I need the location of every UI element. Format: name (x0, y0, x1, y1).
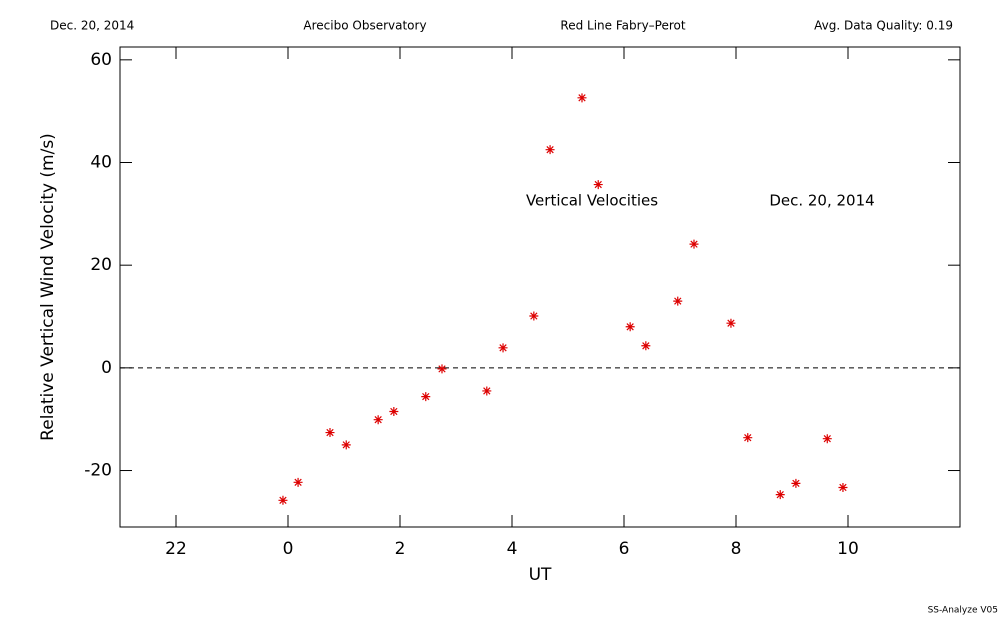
data-point (389, 406, 399, 416)
data-point (293, 477, 303, 487)
y-axis-label: Relative Vertical Wind Velocity (m/s) (38, 133, 58, 441)
data-point (498, 343, 508, 353)
data-point (625, 322, 635, 332)
data-point (278, 495, 288, 505)
data-point (726, 318, 736, 328)
footer: SS-Analyze V05 (928, 606, 998, 616)
data-point (822, 434, 832, 444)
x-tick-label: 4 (507, 539, 518, 559)
data-point (577, 93, 587, 103)
data-point (482, 386, 492, 396)
header-quality: Avg. Data Quality: 0.19 (814, 19, 953, 33)
data-point (775, 490, 785, 500)
data-point (529, 311, 539, 321)
data-point (743, 433, 753, 443)
data-point (673, 296, 683, 306)
x-tick-label: 2 (395, 539, 406, 559)
data-point (421, 392, 431, 402)
data-point (341, 440, 351, 450)
plot-frame (119, 46, 961, 528)
y-tick-label: 0 (101, 358, 112, 378)
data-point (689, 239, 699, 249)
x-tick-label: 8 (731, 539, 742, 559)
header-site: Arecibo Observatory (303, 19, 426, 33)
header-instrument: Red Line Fabry–Perot (560, 19, 685, 33)
annotation: Vertical Velocities (526, 192, 658, 210)
y-tick-label: 40 (90, 153, 112, 173)
x-tick-label: 6 (619, 539, 630, 559)
data-point (838, 482, 848, 492)
x-axis-label: UT (529, 565, 552, 585)
data-point (545, 145, 555, 155)
annotation: Dec. 20, 2014 (769, 192, 874, 210)
x-tick-label: 22 (165, 539, 187, 559)
y-tick-label: 60 (90, 50, 112, 70)
data-point (437, 364, 447, 374)
y-tick-label: 20 (90, 255, 112, 275)
data-point (593, 180, 603, 190)
data-point (325, 428, 335, 438)
data-point (641, 341, 651, 351)
x-tick-label: 0 (283, 539, 294, 559)
header-date: Dec. 20, 2014 (50, 19, 134, 33)
data-point (373, 415, 383, 425)
y-tick-label: -20 (84, 461, 112, 481)
x-tick-label: 10 (837, 539, 859, 559)
data-point (791, 478, 801, 488)
